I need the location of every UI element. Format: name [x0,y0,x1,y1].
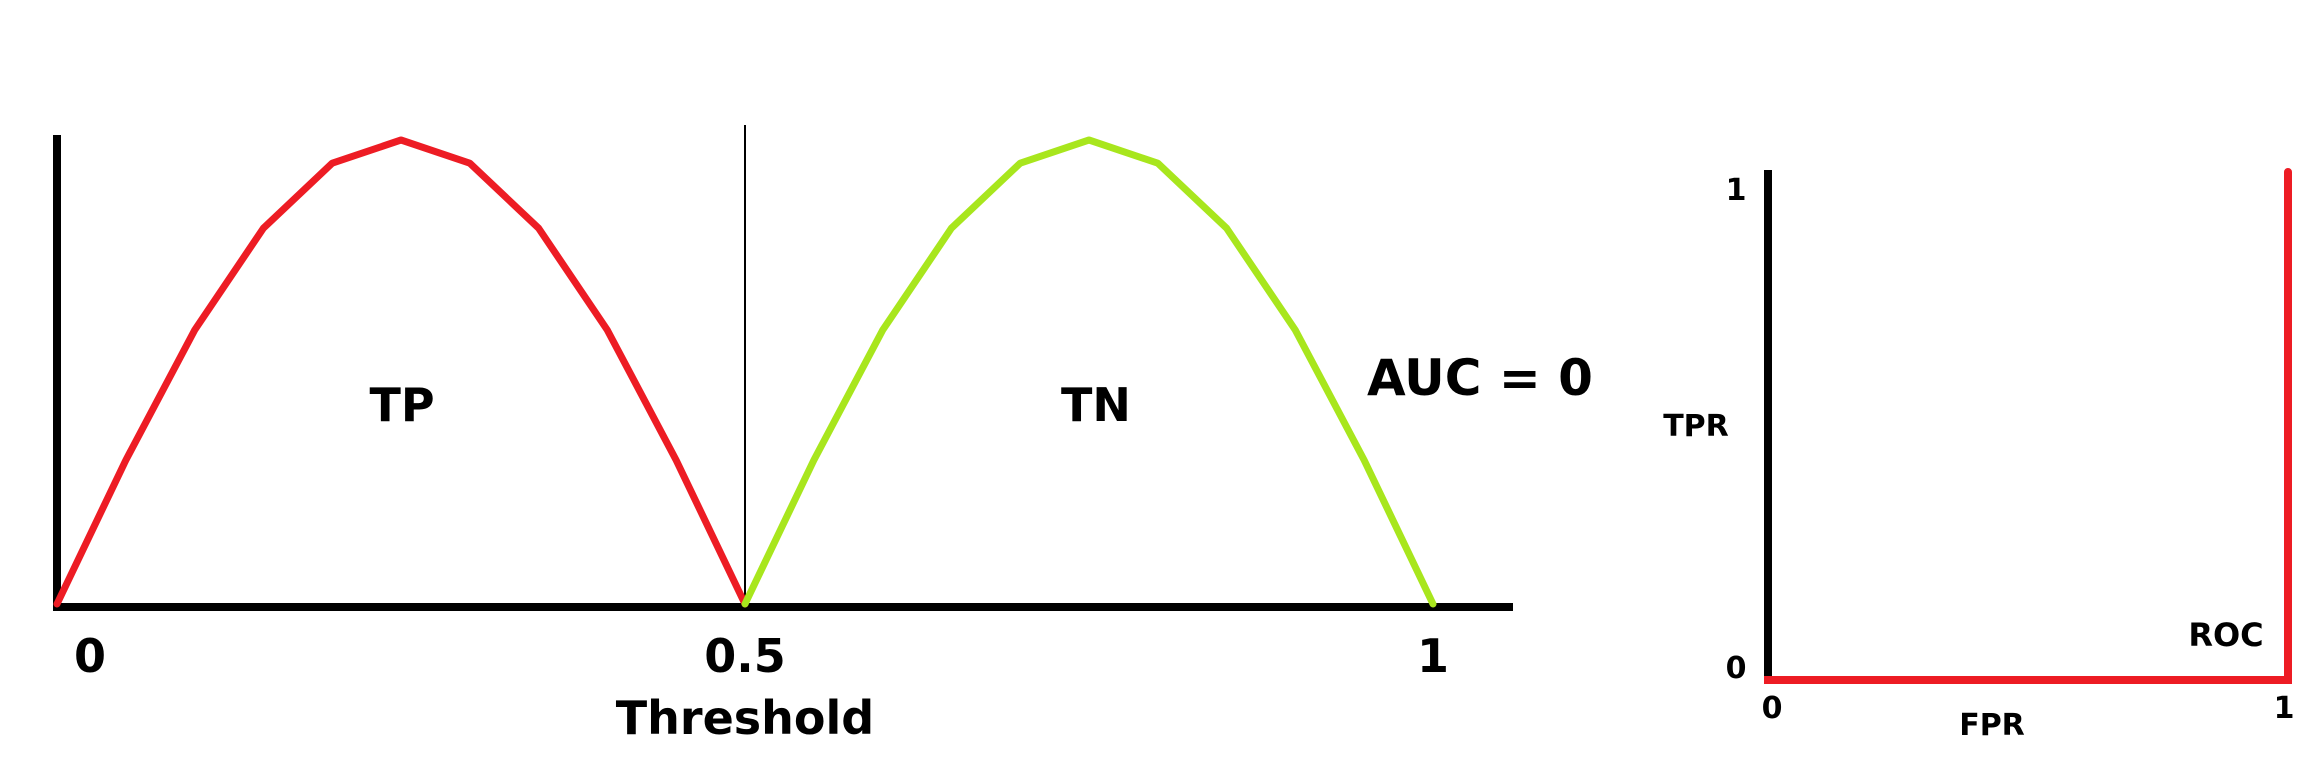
roc-y-axis-title: TPR [1663,409,1729,444]
auc-annotation: AUC = 0 [1367,349,1593,407]
distribution-curves [53,136,1437,608]
roc-chart: 1 0 0 1 TPR FPR ROC [1663,168,2295,743]
x-tick-label-0: 0 [74,629,106,683]
roc-x-tick-1: 1 [2274,691,2295,726]
roc-y-tick-0: 0 [1726,651,1747,686]
x-axis-title: Threshold [616,691,874,745]
roc-curve [1764,168,2292,684]
roc-x-axis-title: FPR [1959,708,2025,743]
series-line-tp [53,136,749,608]
x-tick-label-0-5: 0.5 [704,629,786,683]
roc-series-line [1764,168,2292,684]
roc-x-tick-0: 0 [1762,691,1783,726]
threshold-chart: TP TN 0 0.5 1 Threshold AUC = 0 [53,125,1593,745]
series-label-tn: TN [1061,378,1131,432]
roc-y-tick-1: 1 [1726,173,1747,208]
x-tick-label-1: 1 [1417,629,1449,683]
series-label-tp: TP [369,378,434,432]
roc-series-label: ROC [2188,616,2263,654]
series-line-tn [741,136,1437,608]
